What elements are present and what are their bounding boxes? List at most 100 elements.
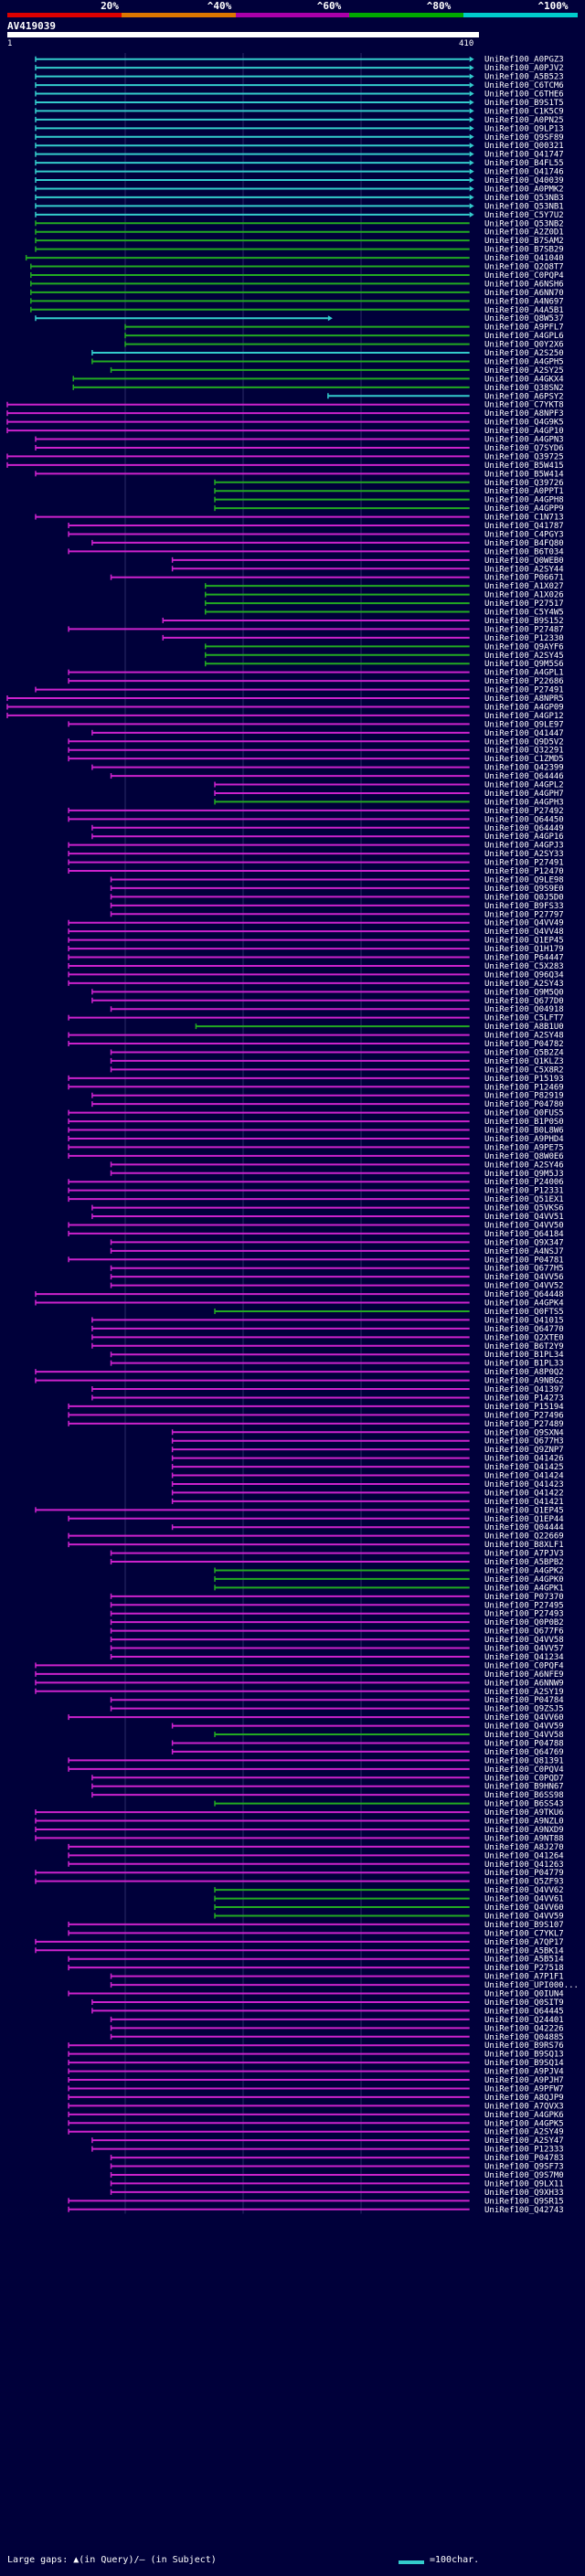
hit-id-link[interactable]: UniRef100_B9HN67	[484, 1783, 564, 1792]
hit-row[interactable]: UniRef100_B4FL55	[35, 159, 564, 168]
hit-row[interactable]: UniRef100_P27496	[68, 1411, 564, 1420]
hit-id-link[interactable]: UniRef100_Q53NB2	[484, 219, 564, 228]
hit-id-link[interactable]: UniRef100_A4GPP9	[484, 504, 564, 514]
hit-row[interactable]: UniRef100_A2SY46	[110, 1161, 564, 1170]
hit-id-link[interactable]: UniRef100_Q41747	[484, 151, 564, 160]
hit-id-link[interactable]: UniRef100_A4GPH7	[484, 790, 564, 799]
hit-row[interactable]: UniRef100_P06671	[110, 574, 564, 583]
hit-row[interactable]: UniRef100_Q9XH33	[110, 2189, 564, 2198]
hit-id-link[interactable]: UniRef100_Q9ZNP7	[484, 1446, 564, 1455]
hit-row[interactable]: UniRef100_A9PE75	[68, 1143, 564, 1152]
hit-row[interactable]: UniRef100_Q1H179	[68, 945, 564, 954]
hit-row[interactable]: UniRef100_Q5B2Z4	[110, 1048, 564, 1057]
hit-id-link[interactable]: UniRef100_Q0Y2X6	[484, 341, 564, 350]
hit-id-link[interactable]: UniRef100_B6SS43	[484, 1800, 564, 1809]
hit-row[interactable]: UniRef100_Q9X347	[110, 1238, 564, 1247]
hit-row[interactable]: UniRef100_Q04918	[110, 1005, 564, 1014]
hit-row[interactable]: UniRef100_A4GPL2	[214, 781, 564, 790]
hit-id-link[interactable]: UniRef100_A2SY47	[484, 2136, 564, 2146]
hit-id-link[interactable]: UniRef100_B6T2Y9	[484, 1342, 564, 1352]
hit-row[interactable]: UniRef100_Q677D0	[91, 997, 564, 1006]
hit-id-link[interactable]: UniRef100_B9S107	[484, 1921, 564, 1930]
hit-row[interactable]: UniRef100_Q5VKS6	[91, 1204, 564, 1214]
hit-id-link[interactable]: UniRef100_P04783	[484, 2154, 564, 2163]
hit-row[interactable]: UniRef100_P27495	[110, 1601, 564, 1610]
hit-id-link[interactable]: UniRef100_A7QVX3	[484, 2102, 564, 2111]
hit-id-link[interactable]: UniRef100_P27517	[484, 599, 564, 609]
hit-id-link[interactable]: UniRef100_P27489	[484, 1420, 564, 1429]
hit-row[interactable]: UniRef100_Q2XTE0	[91, 1333, 564, 1342]
hit-id-link[interactable]: UniRef100_C0PQF4	[484, 1661, 564, 1670]
hit-id-link[interactable]: UniRef100_C1N713	[484, 514, 564, 523]
hit-row[interactable]: UniRef100_Q677F6	[110, 1627, 564, 1637]
hit-row[interactable]: UniRef100_C0PQF4	[35, 1661, 564, 1670]
hit-id-link[interactable]: UniRef100_A4GPK4	[484, 1299, 564, 1309]
hit-id-link[interactable]: UniRef100_A0PMK2	[484, 185, 564, 194]
hit-row[interactable]: UniRef100_Q4VV57	[110, 1645, 564, 1654]
hit-id-link[interactable]: UniRef100_B1P0S0	[484, 1118, 564, 1127]
hit-row[interactable]: UniRef100_Q4VV59	[214, 1912, 564, 1921]
hit-row[interactable]: UniRef100_A8P0Q2	[35, 1368, 564, 1377]
hit-id-link[interactable]: UniRef100_Q9S7M0	[484, 2171, 564, 2180]
hit-row[interactable]: UniRef100_A4GP12	[6, 712, 564, 721]
hit-id-link[interactable]: UniRef100_Q41397	[484, 1385, 564, 1394]
hit-id-link[interactable]: UniRef100_A9NXD9	[484, 1826, 564, 1835]
hit-row[interactable]: UniRef100_P12331	[68, 1187, 564, 1196]
hit-row[interactable]: UniRef100_Q4VV51	[91, 1213, 564, 1222]
hit-row[interactable]: UniRef100_A4GP16	[91, 832, 564, 842]
hit-row[interactable]: UniRef100_C5X283	[68, 962, 564, 971]
hit-row[interactable]: UniRef100_Q9AYF6	[204, 642, 564, 652]
hit-id-link[interactable]: UniRef100_Q64445	[484, 2007, 564, 2016]
hit-row[interactable]: UniRef100_B9SQ13	[68, 2051, 564, 2060]
hit-id-link[interactable]: UniRef100_P22686	[484, 677, 564, 686]
hit-id-link[interactable]: UniRef100_Q1EP44	[484, 1515, 564, 1524]
hit-row[interactable]: UniRef100_A4N697	[30, 297, 564, 306]
hit-row[interactable]: UniRef100_A4GPL1	[68, 669, 564, 678]
hit-row[interactable]: UniRef100_Q41746	[35, 168, 564, 177]
hit-row[interactable]: UniRef100_A7QP17	[35, 1938, 564, 1947]
hit-row[interactable]: UniRef100_A2SY33	[68, 850, 564, 859]
hit-row[interactable]: UniRef100_C7YKT8	[6, 401, 564, 410]
hit-id-link[interactable]: UniRef100_A5BK14	[484, 1946, 564, 1956]
hit-row[interactable]: UniRef100_Q41424	[171, 1472, 564, 1481]
hit-id-link[interactable]: UniRef100_Q42226	[484, 2024, 564, 2033]
hit-row[interactable]: UniRef100_B9S152	[162, 617, 564, 626]
hit-row[interactable]: UniRef100_Q41425	[171, 1463, 564, 1472]
hit-row[interactable]: UniRef100_B9RS76	[68, 2041, 564, 2051]
hit-id-link[interactable]: UniRef100_Q1EP45	[484, 937, 564, 946]
hit-row[interactable]: UniRef100_Q9S7M0	[110, 2171, 564, 2180]
hit-id-link[interactable]: UniRef100_B7SB29	[484, 246, 564, 255]
hit-id-link[interactable]: UniRef100_Q9SR15	[484, 2197, 564, 2206]
hit-id-link[interactable]: UniRef100_A4GPK6	[484, 2111, 564, 2120]
hit-id-link[interactable]: UniRef100_Q42399	[484, 764, 564, 773]
hit-id-link[interactable]: UniRef100_Q04885	[484, 2033, 564, 2042]
hit-id-link[interactable]: UniRef100_Q41423	[484, 1480, 564, 1489]
hit-row[interactable]: UniRef100_Q41787	[68, 522, 564, 531]
hit-id-link[interactable]: UniRef100_Q9D5V2	[484, 737, 564, 747]
hit-id-link[interactable]: UniRef100_Q64450	[484, 815, 564, 824]
hit-row[interactable]: UniRef100_Q41397	[91, 1385, 564, 1394]
hit-id-link[interactable]: UniRef100_Q81391	[484, 1756, 564, 1765]
hit-id-link[interactable]: UniRef100_A2SY44	[484, 565, 564, 574]
hit-id-link[interactable]: UniRef100_P27495	[484, 1601, 564, 1610]
hit-id-link[interactable]: UniRef100_A0PGZ3	[484, 56, 564, 65]
hit-row[interactable]: UniRef100_A2Z0D1	[35, 228, 564, 238]
hit-id-link[interactable]: UniRef100_Q51EX1	[484, 1195, 564, 1204]
hit-row[interactable]: UniRef100_P27489	[68, 1420, 564, 1429]
hit-id-link[interactable]: UniRef100_Q1KLZ3	[484, 1057, 564, 1066]
hit-row[interactable]: UniRef100_B1PL33	[110, 1360, 564, 1369]
hit-id-link[interactable]: UniRef100_Q4VV57	[484, 1645, 564, 1654]
hit-id-link[interactable]: UniRef100_A4GPK1	[484, 1584, 564, 1593]
hit-row[interactable]: UniRef100_Q24401	[110, 2016, 564, 2025]
hit-row[interactable]: UniRef100_Q42743	[68, 2206, 564, 2215]
hit-id-link[interactable]: UniRef100_B4FQ80	[484, 539, 564, 548]
hit-row[interactable]: UniRef100_A7P1F1	[110, 1973, 564, 1982]
hit-id-link[interactable]: UniRef100_Q9S9E0	[484, 885, 564, 894]
hit-row[interactable]: UniRef100_Q22669	[68, 1532, 564, 1542]
hit-id-link[interactable]: UniRef100_A9TKU6	[484, 1808, 564, 1818]
hit-id-link[interactable]: UniRef100_Q32291	[484, 747, 564, 756]
hit-id-link[interactable]: UniRef100_P12469	[484, 1083, 564, 1092]
hit-id-link[interactable]: UniRef100_P04784	[484, 1696, 564, 1705]
hit-id-link[interactable]: UniRef100_Q39726	[484, 479, 564, 488]
hit-id-link[interactable]: UniRef100_Q53NB3	[484, 194, 564, 203]
